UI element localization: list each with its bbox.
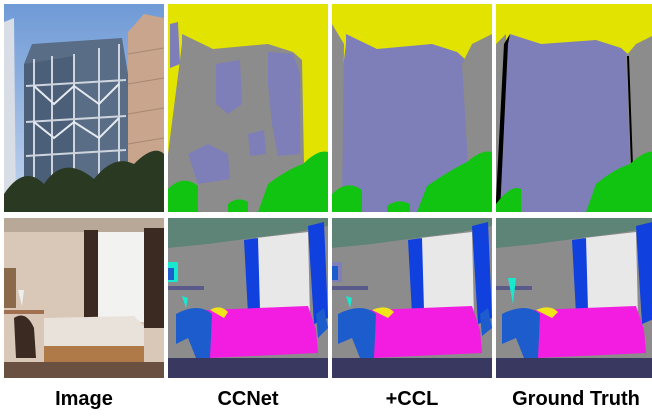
photo-bedroom (4, 218, 164, 378)
caption-ground-truth: Ground Truth (512, 388, 640, 410)
gt-seg-bedroom (496, 218, 652, 378)
ccnet-seg-bedroom (168, 218, 328, 378)
photo-building (4, 4, 164, 212)
ccl-seg-bedroom (332, 218, 492, 378)
caption-ccnet: CCNet (217, 388, 279, 410)
caption-image: Image (55, 388, 113, 410)
gt-seg-building (496, 4, 652, 212)
caption-ccl: +CCL (385, 388, 439, 410)
ccnet-seg-building (168, 4, 328, 212)
ccl-seg-building (332, 4, 492, 212)
figure-grid: Image CCNet +CCL Ground Truth (4, 4, 652, 410)
